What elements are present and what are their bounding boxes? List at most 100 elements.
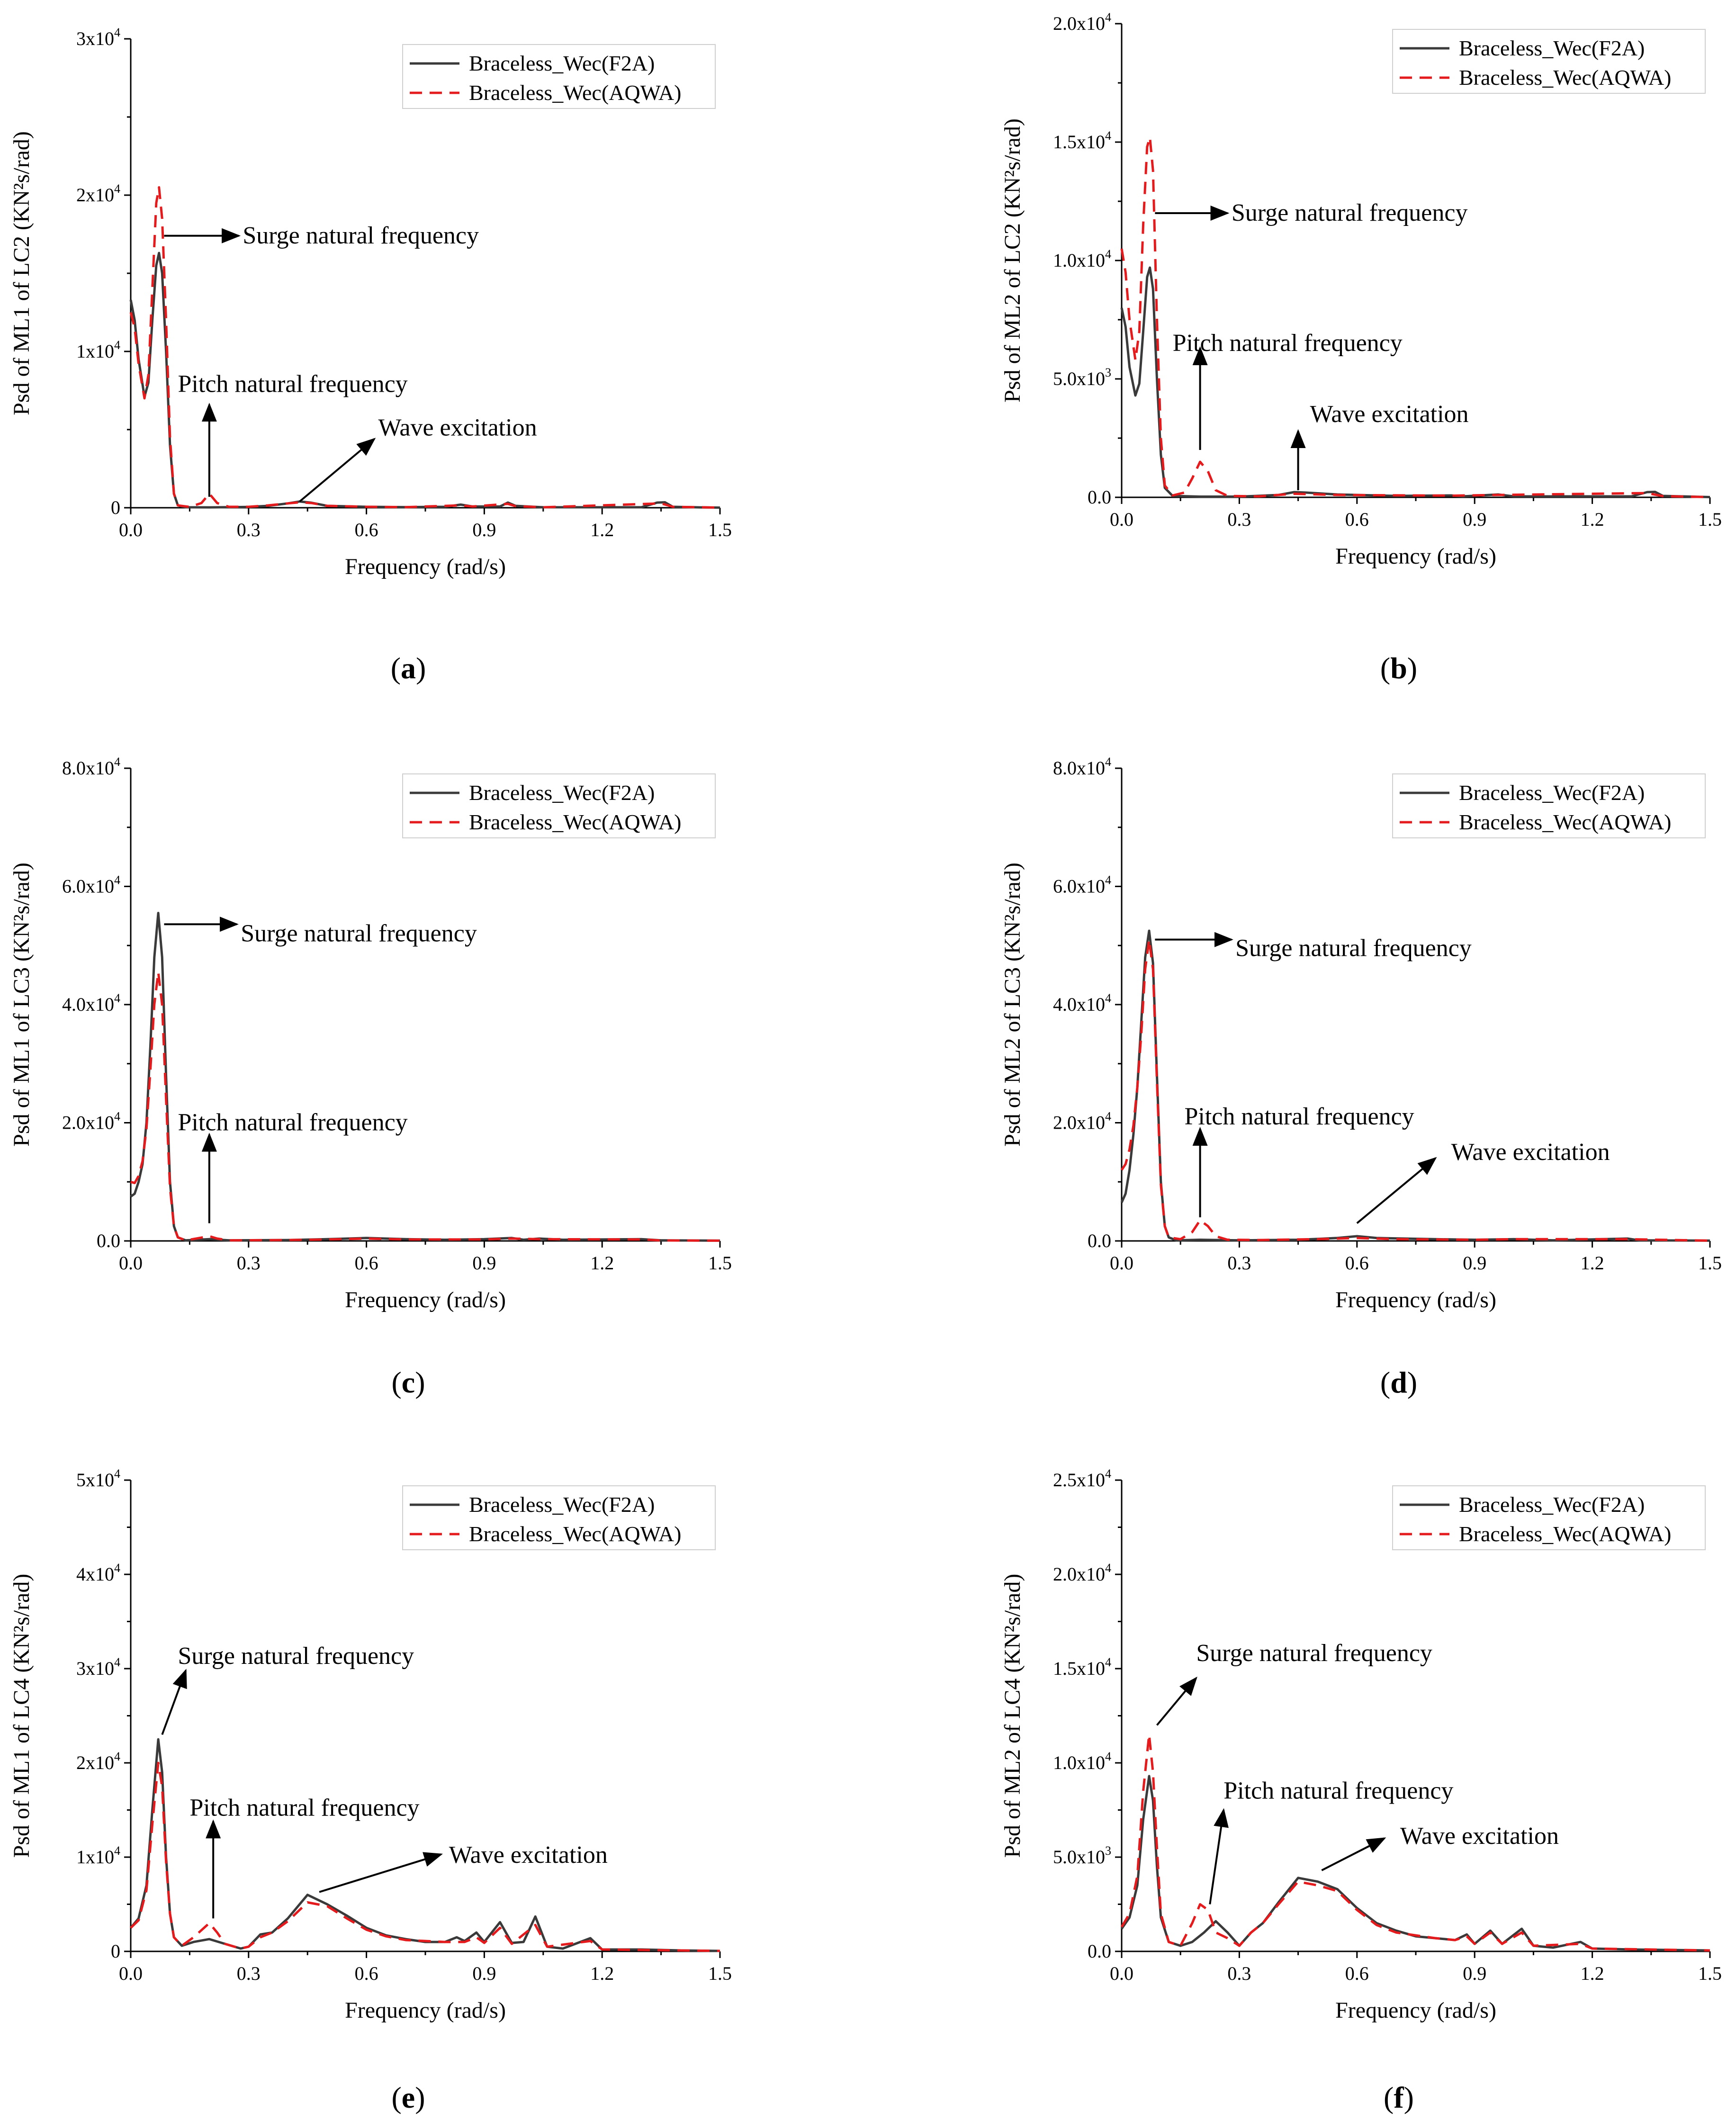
y-axis-title: Psd of ML2 of LC4 (KN²s/rad)	[1000, 1574, 1025, 1858]
annotation-label: Wave excitation	[1400, 1823, 1559, 1850]
x-tick-label: 0.6	[355, 519, 378, 540]
x-tick-label: 0.6	[355, 1252, 378, 1274]
panel-label: (c)	[391, 1365, 425, 1399]
annotation-label: Surge natural frequency	[1232, 199, 1468, 226]
x-tick-label: 0.9	[472, 519, 496, 540]
y-tick-label: 8.0x104	[62, 755, 120, 779]
annotation-label: Wave excitation	[449, 1842, 608, 1868]
series-line-aqwa	[1120, 1733, 1710, 1952]
legend-box	[402, 44, 716, 109]
y-tick-label: 4.0x104	[1053, 991, 1111, 1015]
y-tick-label: 1.5x104	[1053, 129, 1111, 153]
legend-label: Braceless_Wec(AQWA)	[469, 1522, 681, 1546]
y-tick-label: 8.0x104	[1053, 755, 1111, 779]
x-tick-label: 0.9	[1463, 1252, 1486, 1274]
y-tick-label: 1.0x104	[1053, 247, 1111, 271]
legend-label: Braceless_Wec(AQWA)	[1459, 1522, 1671, 1546]
legend-label: Braceless_Wec(AQWA)	[469, 810, 681, 834]
y-tick-label: 2.0x104	[62, 1110, 120, 1133]
x-tick-label: 1.2	[590, 1963, 614, 1984]
y-tick-label: 1x104	[76, 1844, 120, 1868]
panel-label: (e)	[391, 2081, 425, 2114]
x-tick-label: 1.5	[1698, 1963, 1722, 1984]
panel-label: (b)	[1380, 651, 1417, 685]
legend-label: Braceless_Wec(AQWA)	[469, 81, 681, 105]
annotation-label: Surge natural frequency	[178, 1643, 414, 1670]
x-tick-label: 1.2	[590, 519, 614, 540]
legend-box	[402, 1485, 716, 1550]
x-tick-label: 0.9	[1463, 1963, 1486, 1984]
y-tick-label: 6.0x104	[1053, 873, 1111, 897]
series-line-f2a	[1120, 929, 1710, 1242]
y-tick-label: 0.0	[97, 1230, 120, 1251]
annotation-arrow	[1156, 1676, 1197, 1726]
series-line-f2a	[130, 1738, 720, 1952]
y-tick-label: 4x104	[76, 1561, 120, 1585]
series-line-f2a	[1120, 1775, 1710, 1952]
x-axis-title: Frequency (rad/s)	[345, 554, 506, 579]
panel-label: (d)	[1380, 1365, 1417, 1399]
x-tick-label: 0.0	[119, 519, 143, 540]
legend-label: Braceless_Wec(F2A)	[1459, 1492, 1645, 1517]
x-tick-label: 0.6	[355, 1963, 378, 1984]
y-axis-title: Psd of ML1 of LC3 (KN²s/rad)	[9, 862, 34, 1147]
annotation-label: Pitch natural frequency	[189, 1795, 419, 1822]
x-tick-label: 0.6	[1345, 509, 1369, 530]
x-tick-label: 0.0	[119, 1963, 143, 1984]
y-tick-label: 0	[111, 1940, 120, 1962]
y-tick-label: 5.0x103	[1053, 1844, 1111, 1868]
annotation-arrow	[1209, 1808, 1229, 1904]
y-tick-label: 1.0x104	[1053, 1750, 1111, 1773]
y-tick-label: 2x104	[76, 182, 120, 206]
y-axis-title: Psd of ML2 of LC3 (KN²s/rad)	[1000, 862, 1025, 1147]
legend-label: Braceless_Wec(AQWA)	[1459, 810, 1671, 834]
x-tick-label: 1.2	[1581, 509, 1604, 530]
chart-panel-a: 0.0 0.3 0.6 0.9 1.2 1.5 0 1x104 2x104 3x104 Freque…	[9, 26, 732, 685]
x-tick-label: 0.9	[472, 1963, 496, 1984]
legend-box	[1392, 1485, 1706, 1550]
series-line-aqwa	[130, 970, 720, 1242]
x-axis-title: Frequency (rad/s)	[345, 1287, 506, 1312]
series-line-f2a	[130, 912, 720, 1242]
annotation-arrow	[1356, 1157, 1437, 1224]
y-tick-label: 1.5x104	[1053, 1655, 1111, 1679]
x-tick-label: 1.5	[708, 519, 732, 540]
y-tick-label: 5x104	[76, 1467, 120, 1491]
series-line-aqwa	[1120, 938, 1710, 1242]
x-tick-label: 0.3	[1227, 509, 1251, 530]
y-tick-label: 2x104	[76, 1750, 120, 1773]
y-tick-label: 2.0x104	[1053, 10, 1111, 34]
annotation-label: Wave excitation	[1451, 1139, 1610, 1166]
chart-panel-f: 0.0 0.3 0.6 0.9 1.2 1.5 0.0 5.0x103 1.0x104 1.5x1…	[1000, 1467, 1722, 2114]
x-tick-label: 0.0	[119, 1252, 143, 1274]
annotation-label: Wave excitation	[378, 414, 537, 441]
x-tick-label: 1.5	[1698, 1252, 1722, 1274]
x-tick-label: 1.5	[1698, 509, 1722, 530]
x-tick-label: 0.9	[1463, 509, 1486, 530]
series-line-f2a	[1120, 266, 1710, 498]
y-tick-label: 0.0	[1088, 1230, 1111, 1251]
annotation-label: Surge natural frequency	[1196, 1640, 1432, 1667]
annotation-label: Pitch natural frequency	[178, 370, 408, 397]
x-axis-title: Frequency (rad/s)	[345, 1998, 506, 2023]
panel-label: (a)	[391, 651, 426, 685]
x-tick-label: 0.3	[237, 519, 261, 540]
y-tick-label: 3x104	[76, 26, 120, 49]
x-tick-label: 1.5	[708, 1963, 732, 1984]
annotation-label: Pitch natural frequency	[1173, 330, 1403, 357]
annotation-arrow	[319, 1852, 443, 1893]
y-tick-label: 0.0	[1088, 1940, 1111, 1962]
panel-label: (f)	[1384, 2081, 1414, 2114]
x-axis-title: Frequency (rad/s)	[1335, 1287, 1496, 1312]
x-tick-label: 0.0	[1110, 1252, 1133, 1274]
x-tick-label: 0.3	[237, 1252, 261, 1274]
x-tick-label: 0.6	[1345, 1963, 1369, 1984]
y-tick-label: 0.0	[1088, 486, 1111, 508]
annotation-label: Pitch natural frequency	[178, 1109, 408, 1136]
legend-box	[1392, 773, 1706, 838]
annotation-label: Wave excitation	[1310, 401, 1468, 428]
x-tick-label: 0.3	[237, 1963, 261, 1984]
y-tick-label: 5.0x103	[1053, 366, 1111, 389]
annotation-arrow	[161, 1669, 187, 1735]
